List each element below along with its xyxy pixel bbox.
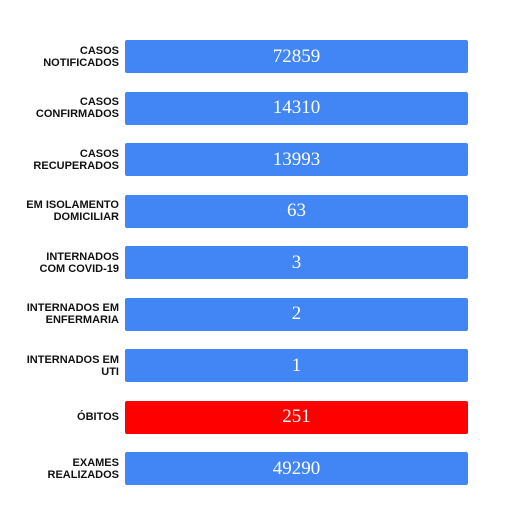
stat-value-bar: 14310 — [125, 91, 468, 125]
stat-value-bar: 2 — [125, 297, 468, 331]
stat-row-casos-confirmados: CASOS CONFIRMADOS 14310 — [0, 91, 510, 125]
stat-value-bar: 49290 — [125, 452, 468, 485]
stat-row-casos-recuperados: CASOS RECUPERADOS 13993 — [0, 143, 510, 176]
stat-value-bar: 63 — [125, 194, 468, 228]
stat-label: INTERNADOS EM UTI — [26, 353, 119, 378]
stat-label: ÓBITOS — [77, 411, 119, 423]
stat-label: EXAMES REALIZADOS — [47, 456, 120, 481]
stat-value-bar: 1 — [125, 349, 468, 382]
stat-value-bar: 251 — [125, 400, 468, 434]
stat-label: INTERNADOS COM COVID-19 — [39, 250, 119, 275]
stat-row-internados-uti: INTERNADOS EM UTI 1 — [0, 349, 510, 382]
stat-label: EM ISOLAMENTO DOMICILIAR — [26, 199, 119, 223]
stat-value-bar: 13993 — [125, 143, 468, 176]
stat-value-bar: 72859 — [125, 40, 468, 73]
stat-label: CASOS RECUPERADOS — [33, 147, 119, 172]
stat-label: CASOS NOTIFICADOS — [43, 44, 119, 69]
stat-row-obitos: ÓBITOS 251 — [0, 400, 510, 434]
stat-label: INTERNADOS EM ENFERMARIA — [26, 302, 119, 326]
stat-row-exames-realizados: EXAMES REALIZADOS 49290 — [0, 452, 510, 485]
stat-label: CASOS CONFIRMADOS — [35, 96, 119, 120]
stat-row-internados-covid: INTERNADOS COM COVID-19 3 — [0, 246, 510, 279]
stat-row-internados-enfermaria: INTERNADOS EM ENFERMARIA 2 — [0, 297, 510, 331]
stat-row-casos-notificados: CASOS NOTIFICADOS 72859 — [0, 40, 510, 73]
stat-row-isolamento-domiciliar: EM ISOLAMENTO DOMICILIAR 63 — [0, 194, 510, 228]
stats-panel: CASOS NOTIFICADOS 72859 CASOS CONFIRMADO… — [0, 40, 510, 504]
stat-value-bar: 3 — [125, 246, 468, 279]
